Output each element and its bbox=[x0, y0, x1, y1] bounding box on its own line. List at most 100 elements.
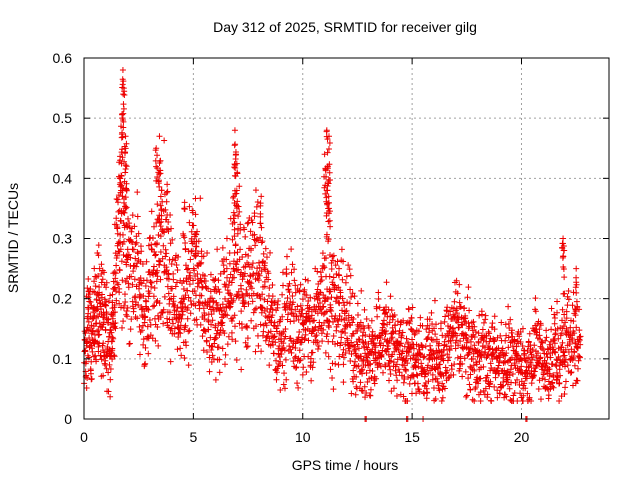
data-point bbox=[337, 339, 344, 346]
data-point bbox=[105, 388, 112, 395]
data-point bbox=[362, 338, 369, 345]
data-point bbox=[163, 250, 170, 257]
data-point bbox=[330, 274, 337, 281]
data-point bbox=[569, 302, 576, 309]
data-point bbox=[398, 340, 405, 347]
data-point bbox=[385, 345, 392, 352]
data-point bbox=[326, 217, 333, 224]
data-point bbox=[369, 337, 376, 344]
data-point bbox=[485, 328, 492, 335]
data-point bbox=[553, 363, 560, 370]
data-point bbox=[487, 378, 494, 385]
data-point bbox=[295, 316, 302, 323]
data-point bbox=[282, 356, 289, 363]
data-point bbox=[133, 239, 140, 246]
data-point bbox=[335, 317, 342, 324]
data-point bbox=[92, 352, 99, 359]
data-point bbox=[296, 329, 303, 336]
data-point bbox=[153, 163, 160, 170]
data-point bbox=[215, 277, 222, 284]
data-point bbox=[517, 328, 524, 335]
data-point bbox=[387, 293, 394, 300]
data-point bbox=[334, 258, 341, 265]
data-point bbox=[181, 296, 188, 303]
data-point bbox=[454, 319, 461, 326]
data-point bbox=[299, 371, 306, 378]
data-point bbox=[367, 392, 374, 399]
data-point bbox=[240, 297, 247, 304]
data-point bbox=[320, 303, 327, 310]
data-point bbox=[573, 274, 580, 281]
data-point bbox=[511, 362, 518, 369]
data-point bbox=[454, 332, 461, 339]
data-point bbox=[354, 300, 361, 307]
data-point bbox=[172, 283, 179, 290]
data-point bbox=[242, 323, 249, 330]
data-point bbox=[387, 371, 394, 378]
data-point bbox=[148, 279, 155, 286]
data-point bbox=[494, 394, 501, 401]
data-point bbox=[330, 333, 337, 340]
data-point bbox=[103, 279, 110, 286]
data-point bbox=[432, 396, 439, 403]
data-point bbox=[419, 344, 426, 351]
data-point bbox=[356, 337, 363, 344]
data-point bbox=[539, 375, 546, 382]
data-point bbox=[256, 272, 263, 279]
data-point bbox=[289, 261, 296, 268]
data-point bbox=[238, 366, 245, 373]
data-point bbox=[577, 341, 584, 348]
data-point bbox=[361, 306, 368, 313]
data-point bbox=[195, 298, 202, 305]
data-point bbox=[531, 342, 538, 349]
data-point bbox=[354, 327, 361, 334]
data-point bbox=[428, 309, 435, 316]
data-point bbox=[537, 354, 544, 361]
data-point bbox=[165, 290, 172, 297]
data-point bbox=[435, 382, 442, 389]
data-point bbox=[400, 393, 407, 400]
data-point bbox=[345, 262, 352, 269]
data-point bbox=[163, 225, 170, 232]
data-point bbox=[368, 317, 375, 324]
data-point bbox=[436, 340, 443, 347]
data-point bbox=[450, 371, 457, 378]
data-point bbox=[395, 346, 402, 353]
data-point bbox=[562, 346, 569, 353]
data-point bbox=[424, 389, 431, 396]
data-point bbox=[451, 329, 458, 336]
data-point bbox=[308, 312, 315, 319]
data-point bbox=[170, 293, 177, 300]
data-point bbox=[273, 376, 280, 383]
data-point bbox=[326, 205, 332, 212]
data-point bbox=[524, 347, 531, 354]
data-point bbox=[136, 291, 143, 298]
data-point bbox=[134, 315, 141, 322]
data-point bbox=[235, 294, 242, 301]
data-point bbox=[259, 238, 266, 245]
data-point bbox=[109, 334, 116, 341]
data-point bbox=[355, 345, 362, 352]
data-point bbox=[391, 312, 398, 319]
data-point bbox=[456, 281, 463, 288]
data-point bbox=[266, 362, 273, 369]
data-point bbox=[359, 370, 366, 377]
data-point bbox=[475, 380, 482, 387]
data-point bbox=[174, 346, 181, 353]
data-point bbox=[231, 164, 238, 171]
data-point bbox=[359, 357, 366, 364]
data-point bbox=[255, 342, 262, 349]
data-point bbox=[118, 134, 125, 141]
data-point bbox=[203, 338, 210, 345]
data-point bbox=[274, 322, 281, 329]
data-point bbox=[312, 333, 319, 340]
data-point bbox=[214, 246, 221, 253]
data-point bbox=[396, 369, 403, 376]
data-point bbox=[192, 250, 199, 257]
data-point bbox=[121, 92, 128, 99]
data-point bbox=[441, 318, 448, 325]
data-point bbox=[549, 360, 556, 367]
data-point bbox=[553, 369, 560, 376]
data-point bbox=[123, 180, 130, 187]
data-point bbox=[107, 326, 114, 333]
